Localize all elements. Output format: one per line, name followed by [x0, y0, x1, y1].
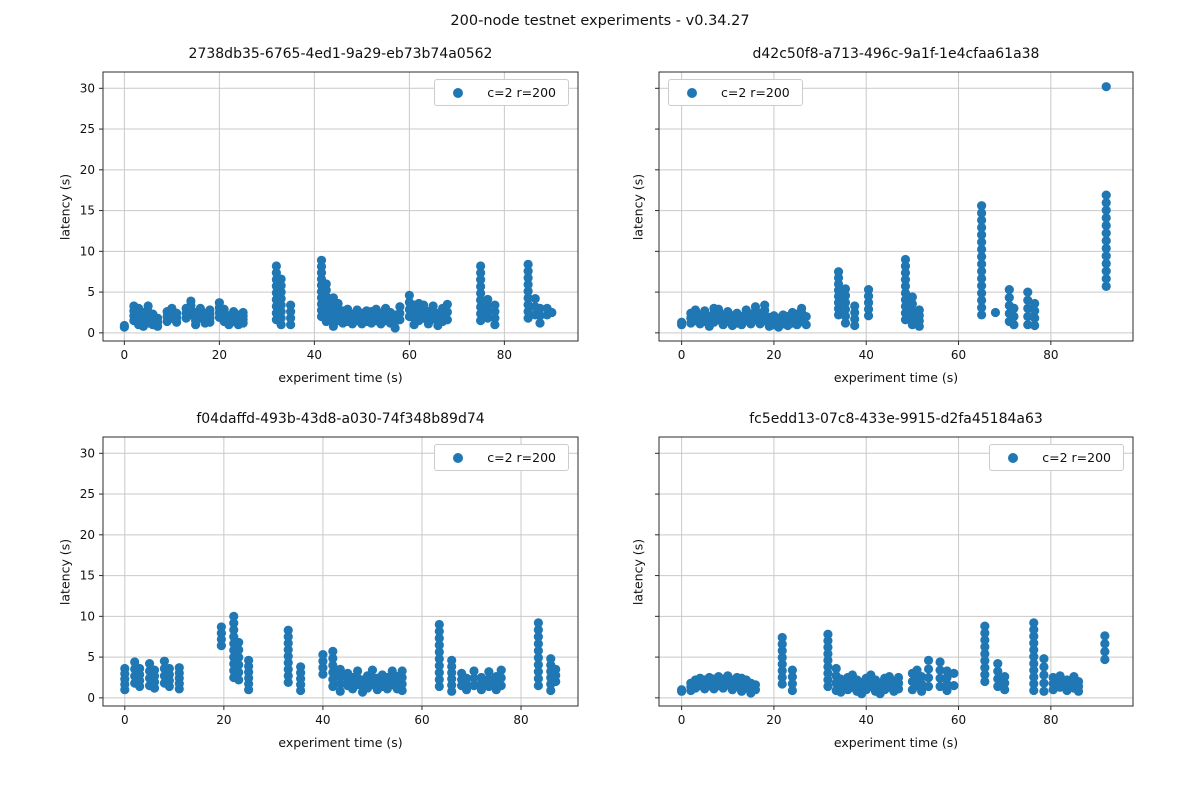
svg-text:80: 80 [1043, 713, 1058, 727]
svg-text:20: 20 [80, 528, 95, 542]
svg-text:5: 5 [87, 650, 95, 664]
scatter-plot-axes: 0 20 40 60 80 0 5 10 15 20 25 30 [80, 71, 579, 362]
legend-label: c=2 r=200 [1042, 450, 1111, 465]
svg-text:0: 0 [678, 348, 686, 362]
legend: c=2 r=200 [434, 444, 569, 471]
subplot-top-left: 2738db35-6765-4ed1-9a29-eb73b74a0562 0 20… [58, 46, 579, 385]
svg-text:60: 60 [402, 348, 417, 362]
y-axis-label: latency (s) [57, 173, 73, 240]
svg-text:0: 0 [87, 691, 95, 705]
svg-text:30: 30 [80, 446, 95, 460]
subplot-top-right: d42c50f8-a713-496c-9a1f-1e4cfaa61a38 0 20… [631, 46, 1134, 385]
subplot-bottom-left: f04daffd-493b-43d8-a030-74f348b89d74 0 20… [58, 411, 579, 750]
svg-text:0: 0 [87, 326, 95, 340]
scatter-plot-axes: 0 20 40 60 80 0 5 10 15 20 25 30 [80, 436, 579, 727]
legend-marker-icon [453, 452, 464, 463]
x-axis-label: experiment time (s) [278, 735, 403, 750]
x-axis-label: experiment time (s) [278, 370, 403, 385]
svg-text:0: 0 [121, 713, 129, 727]
svg-text:10: 10 [80, 244, 95, 258]
subplot-bottom-right: fc5edd13-07c8-433e-9915-d2fa45184a63 0 20… [631, 411, 1134, 750]
svg-text:10: 10 [80, 609, 95, 623]
svg-text:15: 15 [80, 569, 95, 583]
svg-text:0: 0 [121, 348, 129, 362]
svg-text:80: 80 [1043, 348, 1058, 362]
svg-text:20: 20 [766, 713, 781, 727]
svg-text:25: 25 [80, 487, 95, 501]
subplot-title: f04daffd-493b-43d8-a030-74f348b89d74 [196, 411, 485, 427]
legend-label: c=2 r=200 [487, 450, 556, 465]
svg-text:40: 40 [307, 348, 322, 362]
x-axis-label: experiment time (s) [833, 370, 959, 385]
subplot-title: d42c50f8-a713-496c-9a1f-1e4cfaa61a38 [752, 46, 1040, 62]
svg-text:25: 25 [80, 122, 95, 136]
svg-text:60: 60 [951, 348, 966, 362]
subplot-title: 2738db35-6765-4ed1-9a29-eb73b74a0562 [188, 46, 493, 62]
scatter-plot-axes: 0 20 40 60 80 [655, 436, 1134, 727]
legend-marker-icon [453, 87, 464, 98]
svg-text:40: 40 [859, 713, 874, 727]
svg-text:0: 0 [678, 713, 686, 727]
figure-title: 200-node testnet experiments - v0.34.27 [450, 13, 750, 29]
legend-marker-icon [1008, 452, 1019, 463]
svg-text:15: 15 [80, 204, 95, 218]
legend-label: c=2 r=200 [721, 85, 790, 100]
legend-label: c=2 r=200 [487, 85, 556, 100]
svg-text:30: 30 [80, 81, 95, 95]
svg-text:20: 20 [212, 348, 227, 362]
y-axis-label: latency (s) [630, 173, 646, 240]
legend: c=2 r=200 [434, 79, 569, 106]
legend: c=2 r=200 [989, 444, 1124, 471]
subplot-title: fc5edd13-07c8-433e-9915-d2fa45184a63 [749, 411, 1043, 427]
svg-text:60: 60 [414, 713, 429, 727]
scatter-plot-axes: 0 20 40 60 80 [655, 71, 1134, 362]
y-axis-label: latency (s) [57, 538, 73, 605]
svg-text:40: 40 [315, 713, 330, 727]
svg-text:80: 80 [497, 348, 512, 362]
svg-text:40: 40 [859, 348, 874, 362]
svg-text:80: 80 [513, 713, 528, 727]
legend-marker-icon [687, 87, 697, 98]
svg-text:20: 20 [216, 713, 231, 727]
svg-text:60: 60 [951, 713, 966, 727]
svg-text:20: 20 [80, 163, 95, 177]
svg-text:20: 20 [766, 348, 781, 362]
x-axis-label: experiment time (s) [833, 735, 959, 750]
svg-text:5: 5 [87, 285, 95, 299]
legend: c=2 r=200 [668, 79, 803, 106]
y-axis-label: latency (s) [630, 538, 646, 605]
